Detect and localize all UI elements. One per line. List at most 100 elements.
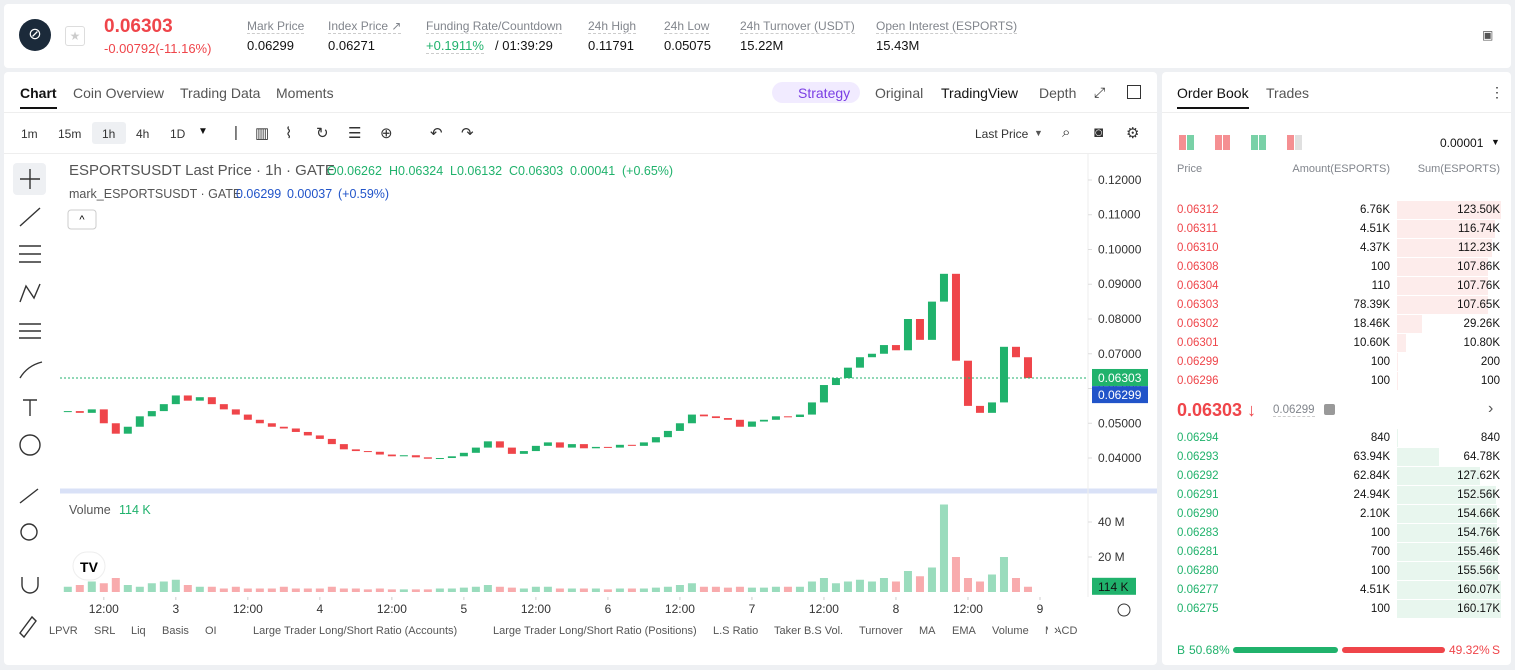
interval-active <box>92 122 126 144</box>
ob-view-icon[interactable] <box>1287 135 1294 150</box>
ob-view-icon[interactable] <box>1187 135 1194 150</box>
toolbar-icon[interactable]: ⌇ <box>285 125 293 142</box>
ob-tab[interactable]: Trades <box>1266 85 1310 101</box>
ob-sum: 123.50K <box>1457 204 1500 216</box>
indicator[interactable]: Volume <box>992 625 1029 637</box>
toolbar-icon[interactable]: | <box>234 124 238 141</box>
volume-bar <box>951 557 960 592</box>
candle <box>219 404 228 410</box>
candle <box>495 441 504 448</box>
view-tab[interactable]: Strategy <box>798 85 851 101</box>
chart-tab[interactable]: Trading Data <box>180 85 261 101</box>
volume-bar <box>171 579 180 592</box>
ob-price[interactable]: 0.06312 <box>1177 204 1219 216</box>
ob-view-icon[interactable] <box>1251 135 1258 150</box>
interval[interactable]: 1h <box>102 127 116 141</box>
indicator[interactable]: MA <box>919 625 936 637</box>
settings-icon[interactable] <box>1117 603 1131 617</box>
ob-view-icon[interactable] <box>1179 135 1186 150</box>
indicator[interactable]: Large Trader Long/Short Ratio (Positions… <box>493 625 697 637</box>
volume-bar <box>903 571 912 592</box>
indicator[interactable]: Basis <box>162 625 189 637</box>
ob-price[interactable]: 0.06304 <box>1177 280 1219 292</box>
toolbar-icon[interactable]: ☰ <box>348 125 362 142</box>
candle <box>207 397 216 405</box>
candle <box>567 444 576 448</box>
toolbar-icon[interactable]: ↷ <box>461 125 474 142</box>
interval[interactable]: 15m <box>58 127 82 141</box>
ob-tab[interactable]: Order Book <box>1177 85 1249 109</box>
toolbar-icon[interactable]: ◙ <box>1094 124 1104 141</box>
ob-price[interactable]: 0.06275 <box>1177 603 1219 615</box>
interval[interactable]: 4h <box>136 127 150 141</box>
ob-more[interactable]: › <box>1488 400 1494 417</box>
ob-price[interactable]: 0.06308 <box>1177 261 1219 273</box>
chart-tab[interactable]: Moments <box>276 85 334 101</box>
indicator[interactable]: OI <box>205 625 217 637</box>
stat-label: 24h Turnover (USDT) <box>740 19 855 34</box>
indicator[interactable]: Large Trader Long/Short Ratio (Accounts) <box>253 625 458 637</box>
ob-view-icon[interactable] <box>1223 135 1230 150</box>
indicator[interactable]: L.S Ratio <box>713 625 759 637</box>
toolbar-icon[interactable]: ▥ <box>255 125 270 142</box>
ob-price[interactable]: 0.06281 <box>1177 546 1219 558</box>
price-type[interactable]: Last Price <box>975 127 1029 141</box>
toolbar-icon[interactable]: ⚙ <box>1126 125 1140 142</box>
volume-bar <box>411 589 420 592</box>
view-tab[interactable]: TradingView <box>941 85 1019 101</box>
interval[interactable]: 1m <box>21 127 38 141</box>
ob-price[interactable]: 0.06296 <box>1177 375 1219 387</box>
ob-price[interactable]: 0.06280 <box>1177 565 1219 577</box>
indicator[interactable]: Taker B.S Vol. <box>774 625 844 637</box>
toolbar-icon[interactable]: ↶ <box>430 125 443 142</box>
ob-view-icon[interactable] <box>1295 135 1302 150</box>
x-tick-label: 12:00 <box>233 602 263 616</box>
volume-bar <box>987 574 996 592</box>
ob-price[interactable]: 0.06303 <box>1177 299 1219 311</box>
candle <box>423 457 432 459</box>
toolbar-icon[interactable]: ⊕ <box>380 125 393 142</box>
indicator[interactable]: EMA <box>952 625 976 637</box>
toolbar-icon[interactable]: ⌕ <box>1062 124 1071 141</box>
chart-tab[interactable]: Chart <box>20 85 57 109</box>
candle <box>735 419 744 427</box>
ob-price[interactable]: 0.06302 <box>1177 318 1219 330</box>
ob-price[interactable]: 0.06301 <box>1177 337 1219 349</box>
volume-bar <box>819 578 828 592</box>
view-tab[interactable]: Depth <box>1039 85 1077 101</box>
ob-price[interactable]: 0.06294 <box>1177 432 1219 444</box>
stat-value: 0.05075 <box>664 38 711 53</box>
indicator[interactable]: SRL <box>94 625 116 637</box>
candle <box>771 416 780 420</box>
ob-price[interactable]: 0.06293 <box>1177 451 1219 463</box>
indicator[interactable]: Turnover <box>859 625 903 637</box>
x-tick-label: 7 <box>749 602 756 616</box>
ob-price[interactable]: 0.06283 <box>1177 527 1219 539</box>
chart-tab[interactable]: Coin Overview <box>73 85 165 101</box>
favorite-button[interactable]: ★ <box>65 26 85 46</box>
toolbar-icon[interactable]: ↻ <box>316 125 329 142</box>
collapse-button[interactable] <box>67 209 97 230</box>
stat-value: 0.11791 <box>588 38 635 53</box>
indicator[interactable]: LPVR <box>49 625 78 637</box>
ob-view-icon[interactable] <box>1215 135 1222 150</box>
volume-bar <box>363 589 372 592</box>
ob-price[interactable]: 0.06290 <box>1177 508 1219 520</box>
interval[interactable]: 1D <box>170 127 186 141</box>
ob-price[interactable]: 0.06299 <box>1177 356 1219 368</box>
ob-price[interactable]: 0.06291 <box>1177 489 1219 501</box>
candle <box>543 442 552 446</box>
ob-precision[interactable]: 0.00001 <box>1440 136 1484 150</box>
view-tab[interactable]: Original <box>875 85 924 101</box>
ob-sum: 107.65K <box>1457 299 1500 311</box>
ob-price[interactable]: 0.06277 <box>1177 584 1219 596</box>
ob-amount: 100 <box>1370 261 1390 273</box>
indicator[interactable]: Liq <box>131 625 146 637</box>
tv-logo <box>72 551 106 581</box>
ob-view-icon[interactable] <box>1259 135 1266 150</box>
ob-amount: 4.51K <box>1359 584 1390 596</box>
ob-price[interactable]: 0.06311 <box>1177 223 1218 235</box>
ob-price[interactable]: 0.06292 <box>1177 470 1219 482</box>
ob-price[interactable]: 0.06310 <box>1177 242 1219 254</box>
depth-bar <box>1397 505 1498 523</box>
